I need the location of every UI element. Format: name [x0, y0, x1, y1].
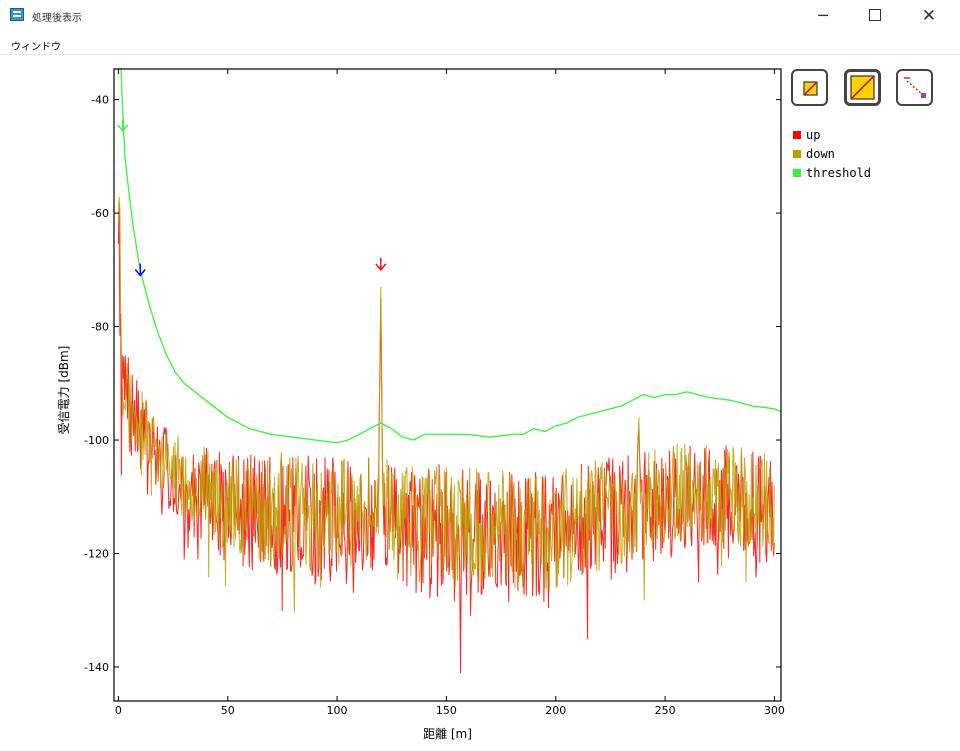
y-tick-label: -140	[84, 661, 109, 674]
title-bar: 処理後表示 ─ ✕	[0, 0, 960, 32]
y-tick-label: -80	[91, 321, 109, 334]
zoom-diagonal-button[interactable]	[896, 69, 933, 106]
x-tick-label: 300	[764, 704, 785, 717]
legend-item-down: down	[793, 146, 871, 165]
window-title: 処理後表示	[32, 13, 82, 24]
x-tick-label: 150	[436, 704, 457, 717]
plot-area	[114, 69, 781, 701]
series-line-down	[117, 196, 775, 613]
peak-marker-2	[375, 257, 387, 271]
legend: up down threshold	[793, 127, 871, 184]
legend-label-up: up	[806, 128, 821, 142]
app-icon	[10, 8, 24, 21]
y-tick-label: -120	[84, 547, 109, 560]
zoom-box-icon	[803, 81, 818, 96]
x-axis-label: 距離 [m]	[423, 727, 472, 741]
plot-frame	[113, 68, 782, 702]
legend-item-up: up	[793, 127, 871, 146]
y-axis-label: 受信電力 [dBm]	[57, 346, 71, 435]
y-tick-label: -40	[91, 94, 109, 107]
zoom-fit-icon	[850, 75, 875, 100]
zoom-fit-button[interactable]	[844, 69, 881, 106]
series-line-threshold	[120, 69, 781, 444]
zoom-diagonal-icon	[904, 77, 926, 98]
y-tick-label: -60	[91, 207, 109, 220]
menu-bar: ウィンドウ	[0, 34, 960, 55]
x-tick-label: 50	[221, 704, 235, 717]
x-tick-label: 0	[115, 704, 122, 717]
peak-marker-1	[134, 263, 146, 277]
maximize-icon	[869, 8, 881, 21]
y-tick-label: -100	[84, 434, 109, 447]
x-tick-label: 250	[655, 704, 676, 717]
x-tick-label: 100	[327, 704, 348, 717]
legend-item-threshold: threshold	[793, 165, 871, 184]
menu-window[interactable]: ウィンドウ	[11, 42, 61, 53]
peak-marker-0	[117, 118, 129, 132]
legend-swatch-down	[793, 149, 801, 158]
close-button[interactable]: ✕	[921, 6, 937, 26]
legend-swatch-up	[793, 130, 801, 139]
legend-swatch-threshold	[793, 168, 801, 177]
zoom-box-button[interactable]	[791, 69, 828, 106]
legend-label-threshold: threshold	[806, 166, 872, 180]
minimize-button[interactable]: ─	[818, 6, 828, 25]
x-tick-label: 200	[545, 704, 566, 717]
legend-label-down: down	[806, 147, 835, 161]
maximize-button[interactable]	[862, 4, 888, 28]
